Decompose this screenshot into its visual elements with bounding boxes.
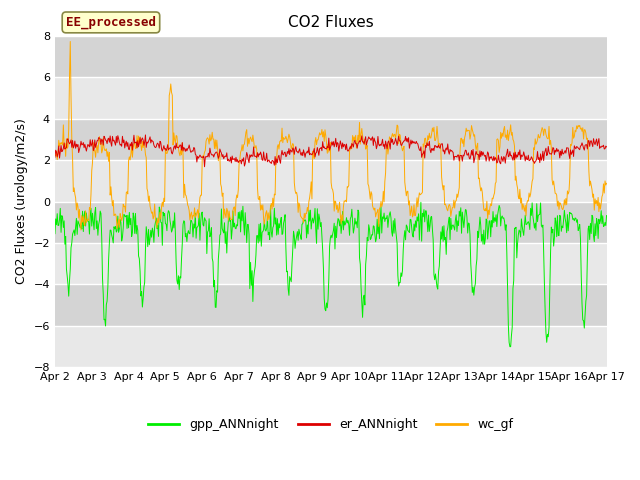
Title: CO2 Fluxes: CO2 Fluxes <box>288 15 374 30</box>
Text: EE_processed: EE_processed <box>66 16 156 29</box>
Bar <box>55 285 607 326</box>
Bar <box>55 36 607 77</box>
Bar <box>55 77 607 119</box>
Bar <box>55 326 607 367</box>
Bar <box>55 119 607 160</box>
Legend: gpp_ANNnight, er_ANNnight, wc_gf: gpp_ANNnight, er_ANNnight, wc_gf <box>143 413 518 436</box>
Y-axis label: CO2 Fluxes (urology/m2/s): CO2 Fluxes (urology/m2/s) <box>15 119 28 285</box>
Bar <box>55 202 607 243</box>
Bar <box>55 160 607 202</box>
Bar <box>55 243 607 285</box>
